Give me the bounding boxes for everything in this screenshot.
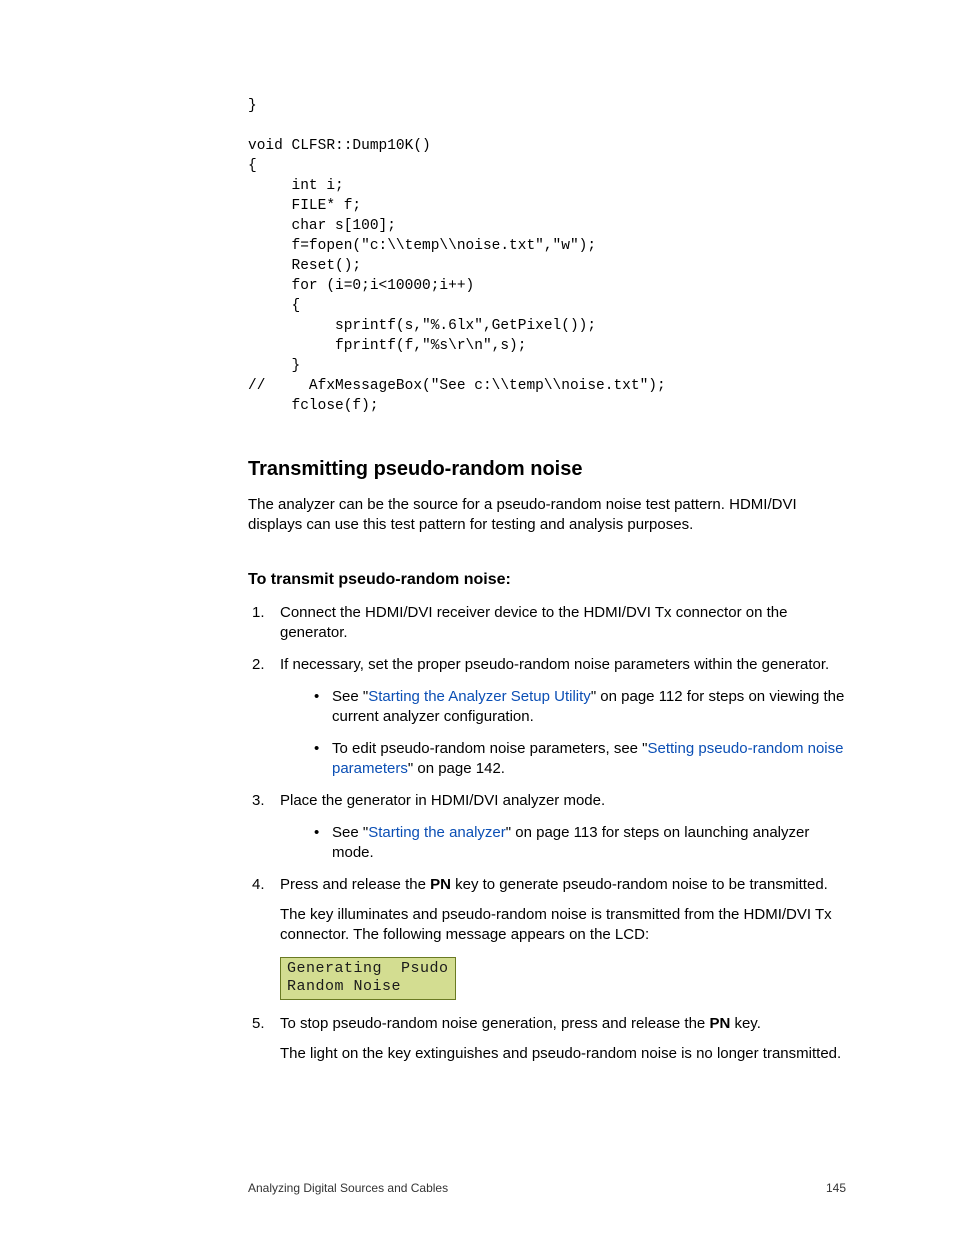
step-text: Connect the HDMI/DVI receiver device to …	[280, 604, 787, 641]
document-page: } void CLFSR::Dump10K() { int i; FILE* f…	[0, 0, 954, 1235]
procedure-heading: To transmit pseudo-random noise:	[248, 571, 846, 589]
step-after-paragraph: The key illuminates and pseudo-random no…	[280, 905, 846, 945]
section-heading: Transmitting pseudo-random noise	[248, 458, 846, 481]
bullet-item: To edit pseudo-random noise parameters, …	[314, 739, 846, 779]
step-after-paragraph: The light on the key extinguishes and ps…	[280, 1044, 846, 1064]
cross-ref-link[interactable]: Starting the Analyzer Setup Utility	[368, 688, 591, 705]
bullet-pre: To edit pseudo-random noise parameters, …	[332, 740, 648, 757]
bullet-item: See "Starting the analyzer" on page 113 …	[314, 823, 846, 863]
code-block: } void CLFSR::Dump10K() { int i; FILE* f…	[248, 96, 846, 416]
step-post: key.	[730, 1015, 761, 1032]
cross-ref-link[interactable]: Starting the analyzer	[368, 824, 506, 841]
key-name: PN	[430, 876, 451, 893]
footer-page-number: 145	[826, 1181, 846, 1195]
step-pre: Press and release the	[280, 876, 430, 893]
step-2: If necessary, set the proper pseudo-rand…	[248, 655, 846, 779]
key-name: PN	[709, 1015, 730, 1032]
intro-paragraph: The analyzer can be the source for a pse…	[248, 495, 846, 535]
step-3: Place the generator in HDMI/DVI analyzer…	[248, 791, 846, 863]
bullet-pre: See "	[332, 824, 368, 841]
step-post: key to generate pseudo-random noise to b…	[451, 876, 828, 893]
step-2-bullets: See "Starting the Analyzer Setup Utility…	[314, 687, 846, 779]
step-1: Connect the HDMI/DVI receiver device to …	[248, 603, 846, 643]
footer-left: Analyzing Digital Sources and Cables	[248, 1181, 448, 1195]
lcd-display: Generating Psudo Random Noise	[280, 957, 456, 1000]
steps-list: Connect the HDMI/DVI receiver device to …	[248, 603, 846, 1064]
step-text: Place the generator in HDMI/DVI analyzer…	[280, 792, 605, 809]
step-4: Press and release the PN key to generate…	[248, 875, 846, 1000]
step-3-bullets: See "Starting the analyzer" on page 113 …	[314, 823, 846, 863]
bullet-item: See "Starting the Analyzer Setup Utility…	[314, 687, 846, 727]
lcd-display-wrap: Generating Psudo Random Noise	[280, 957, 846, 1000]
step-pre: To stop pseudo-random noise generation, …	[280, 1015, 709, 1032]
step-text: If necessary, set the proper pseudo-rand…	[280, 656, 829, 673]
bullet-pre: See "	[332, 688, 368, 705]
step-5: To stop pseudo-random noise generation, …	[248, 1014, 846, 1064]
bullet-post: " on page 142.	[408, 760, 505, 777]
